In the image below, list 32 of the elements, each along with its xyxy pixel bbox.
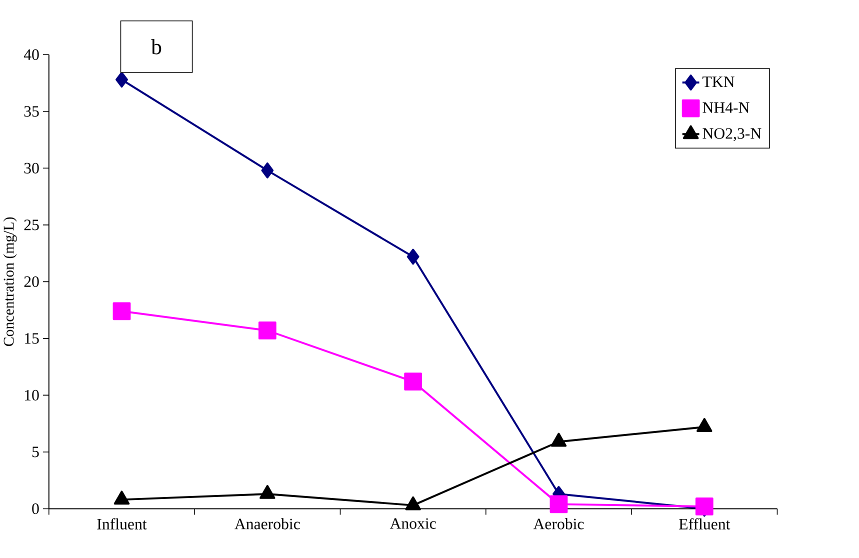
point bbox=[260, 484, 276, 499]
y-tick-label: 10 bbox=[25, 390, 39, 400]
point bbox=[404, 372, 422, 390]
y-tick-label: 25 bbox=[24, 219, 39, 230]
x-tick-label: Anaerobic bbox=[234, 518, 300, 530]
point bbox=[550, 432, 567, 447]
x-tick-label: Anoxic bbox=[390, 518, 436, 529]
point bbox=[112, 302, 131, 320]
point bbox=[114, 490, 130, 504]
y-tick-label: 35 bbox=[24, 106, 39, 117]
point bbox=[696, 418, 712, 432]
legend-label: NO2,3-N bbox=[702, 128, 762, 141]
y-tick-label: 15 bbox=[25, 332, 39, 344]
y-axis-title: Concentration (mg/L) bbox=[3, 217, 17, 346]
legend-label: TKN bbox=[702, 76, 734, 87]
point bbox=[406, 248, 420, 264]
y-tick-label: 5 bbox=[32, 446, 39, 458]
text: b bbox=[151, 38, 162, 54]
y-tick-label: 40 bbox=[24, 49, 39, 60]
point bbox=[695, 497, 714, 516]
point bbox=[258, 321, 276, 340]
x-tick-label: Influent bbox=[97, 518, 147, 530]
legend-label: NH4-N bbox=[702, 102, 750, 113]
point bbox=[261, 162, 274, 178]
x-tick-label: Effluent bbox=[679, 518, 730, 530]
y-tick-label: 20 bbox=[24, 276, 39, 287]
y-tick-label: 30 bbox=[24, 162, 39, 174]
y-tick-label: 0 bbox=[32, 503, 39, 514]
point bbox=[116, 71, 128, 88]
point bbox=[405, 496, 421, 510]
x-tick-label: Aerobic bbox=[533, 518, 584, 530]
point bbox=[550, 495, 568, 513]
